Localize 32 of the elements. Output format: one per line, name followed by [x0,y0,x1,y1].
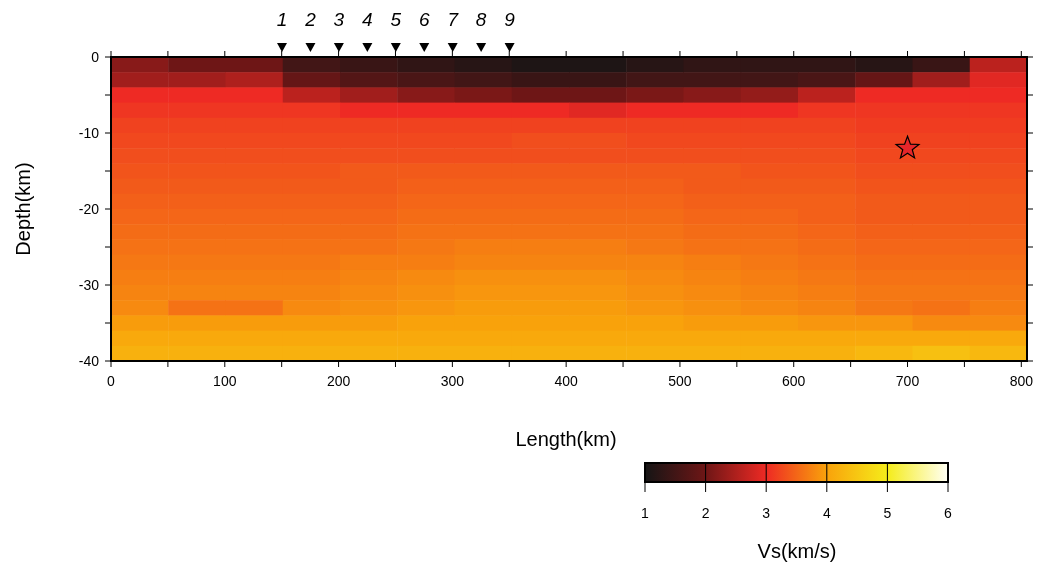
y-tick-label: -40 [78,353,100,369]
color-bar-label: 4 [822,505,831,521]
color-bar-label: 6 [944,505,953,521]
text: 4 [362,9,373,30]
color-bar-label: 5 [883,505,892,521]
color-bar-label: 1 [641,505,650,521]
text: 5 [390,9,402,30]
x-tick-label: 400 [554,373,579,389]
x-tick-label: 100 [213,373,237,389]
text: 3 [333,9,345,30]
color-bar-title: Vs(km/s) [757,540,837,562]
y-tick-label: -30 [78,277,100,293]
y-tick-label: -10 [78,125,100,141]
x-tick-label: 500 [668,373,692,389]
x-tick-label: 200 [326,373,351,389]
x-tick-label: 300 [440,373,465,389]
text: 7 [447,9,460,30]
text: 2 [304,9,317,30]
text: 1 [276,9,288,30]
y-tick-label: -20 [78,201,100,217]
y-tick-label: 0 [91,49,100,65]
color-bar-label: 3 [762,505,771,521]
y-axis-title: Depth(km) [12,162,34,256]
x-tick-label: 700 [895,373,920,389]
text: 6 [418,9,430,30]
x-tick-label: 0 [107,373,116,389]
color-bar-label: 2 [701,505,710,521]
x-axis-title: Length(km) [515,428,617,450]
text: 9 [504,9,516,30]
x-tick-label: 600 [782,373,806,389]
x-tick-label: 800 [1009,373,1034,389]
text: 8 [475,9,487,30]
